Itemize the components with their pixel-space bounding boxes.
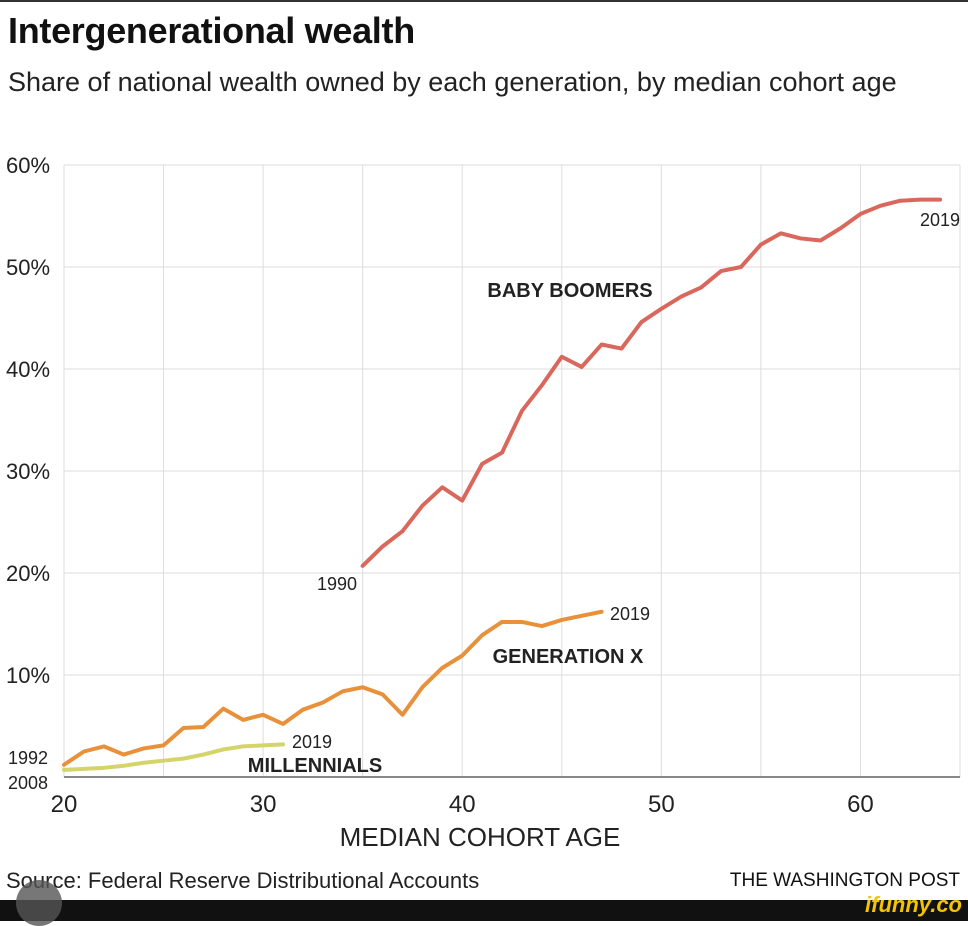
overlay-button-icon[interactable]: [16, 880, 62, 926]
start-year-label: 1992: [8, 748, 48, 768]
start-year-label: 2008: [8, 773, 48, 793]
watermark-logo: ifunny.co: [865, 892, 962, 918]
x-tick-label: 30: [250, 791, 277, 818]
x-tick-label: 50: [648, 791, 675, 818]
y-tick-label: 10%: [6, 663, 50, 688]
x-tick-label: 40: [449, 791, 476, 818]
source-note: Source: Federal Reserve Distributional A…: [6, 868, 479, 894]
x-tick-label: 20: [51, 791, 78, 818]
series-line-generation-x: [64, 612, 602, 765]
y-tick-label: 50%: [6, 255, 50, 280]
watermark-bar: [0, 900, 968, 921]
series-label: BABY BOOMERS: [487, 280, 652, 302]
series-line-baby-boomers: [363, 200, 940, 566]
end-year-label: 2019: [610, 604, 650, 624]
x-axis-label: MEDIAN COHORT AGE: [340, 822, 621, 852]
start-year-label: 1990: [317, 574, 357, 594]
series-label: MILLENNIALS: [248, 755, 382, 777]
end-year-label: 2019: [920, 210, 960, 230]
x-tick-label: 60: [847, 791, 874, 818]
y-tick-label: 20%: [6, 561, 50, 586]
end-year-label: 2019: [292, 732, 332, 752]
y-tick-label: 60%: [6, 153, 50, 178]
publisher-credit: THE WASHINGTON POST: [730, 870, 960, 892]
line-chart: 10% 20% 30% 40% 50% 60% 20 30 40 50 60 MEDIAN COHOR…: [0, 0, 968, 900]
y-tick-label: 40%: [6, 357, 50, 382]
y-tick-label: 30%: [6, 459, 50, 484]
series-label: GENERATION X: [493, 646, 644, 668]
